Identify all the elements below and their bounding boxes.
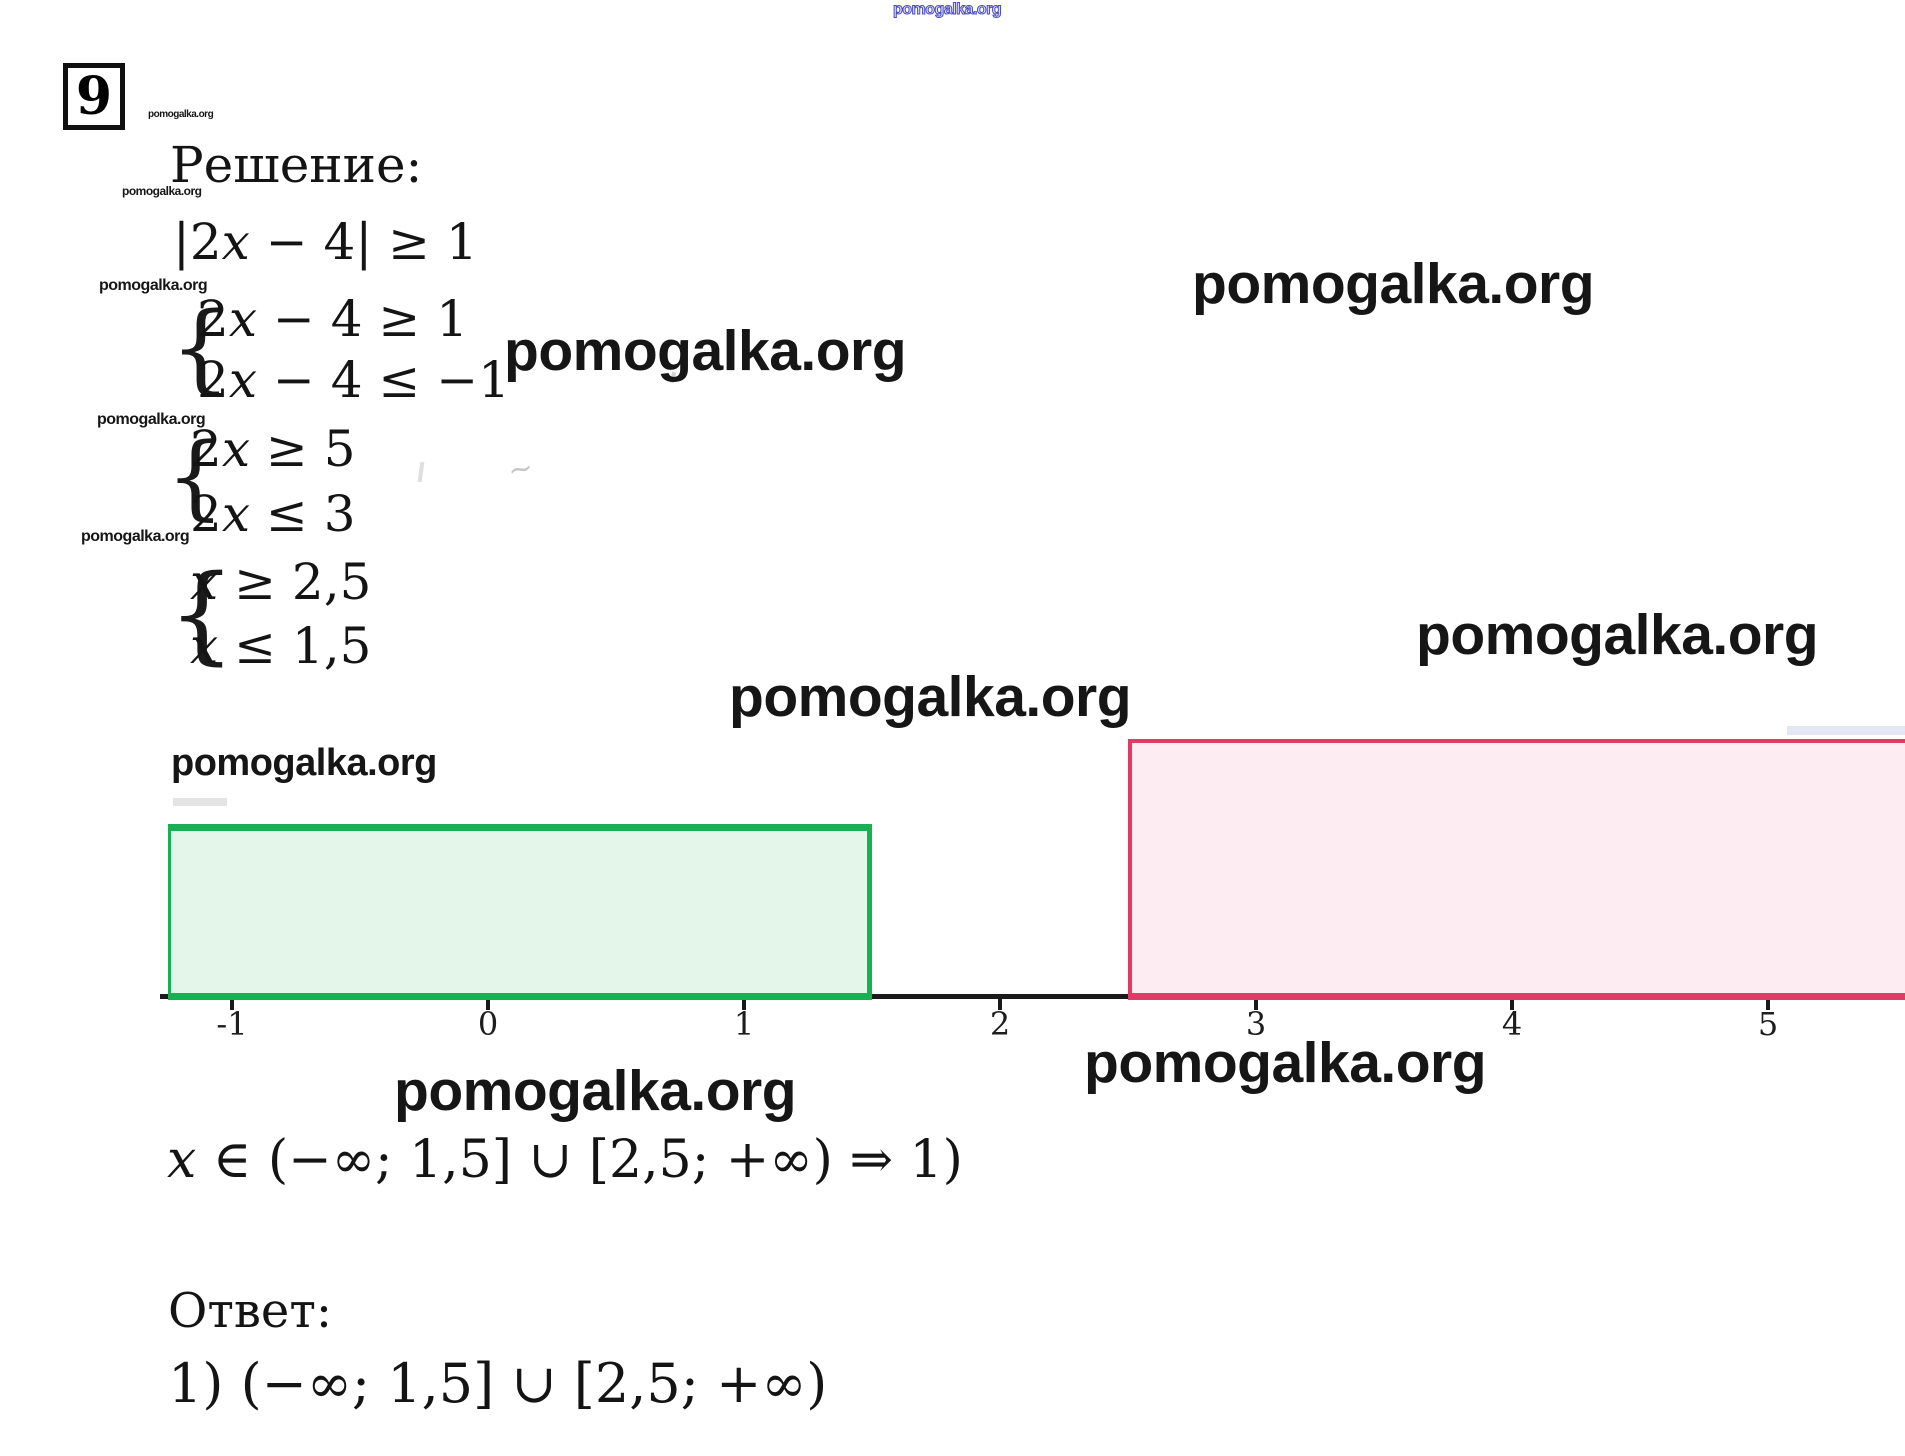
conclusion-line: x ∈ (−∞; 1,5] ∪ [2,5; +∞) ⇒ 1) <box>167 1130 963 1190</box>
axis-tick <box>230 994 234 1010</box>
solution-heading: Решение: <box>170 136 423 194</box>
axis-tick <box>1766 994 1770 1010</box>
equation-absolute-value: |2x − 4| ≥ 1 <box>173 213 478 271</box>
axis-tick-label: 0 <box>477 1005 499 1043</box>
problem-number-box: 9 <box>63 63 125 130</box>
watermark: pomogalka.org <box>892 1 1002 18</box>
scan-artifact: ~ <box>504 449 537 490</box>
axis-tick <box>742 994 746 1010</box>
axis-tick <box>998 994 1002 1010</box>
axis-tick-label: -1 <box>216 1005 248 1043</box>
system1-row2: 2x − 4 ≤ −1 <box>197 351 510 409</box>
watermark: pomogalka.org <box>171 742 437 784</box>
axis-tick <box>1510 994 1514 1010</box>
system2-row2: 2x ≤ 3 <box>190 485 356 543</box>
answer-heading: Ответ: <box>168 1283 333 1339</box>
axis-tick <box>1254 994 1258 1010</box>
axis-tick <box>486 994 490 1010</box>
watermark: pomogalka.org <box>1416 603 1819 667</box>
solution-interval-region <box>168 824 872 1000</box>
number-line-axis <box>160 994 1905 999</box>
system1-brace: { <box>170 292 232 404</box>
watermark: pomogalka.org <box>1192 252 1595 316</box>
system1-row1: 2x − 4 ≥ 1 <box>197 290 469 348</box>
system2-brace: { <box>166 423 225 530</box>
axis-tick-label: 1 <box>733 1005 755 1043</box>
watermark: pomogalka.org <box>99 277 208 294</box>
axis-tick-label: 3 <box>1245 1005 1267 1043</box>
watermark: pomogalka.org <box>729 665 1132 729</box>
system2-row1: 2x ≥ 5 <box>190 420 356 478</box>
scan-artifact <box>417 461 425 483</box>
watermark: pomogalka.org <box>504 319 907 383</box>
watermark: pomogalka.org <box>148 109 214 120</box>
watermark: pomogalka.org <box>81 528 190 545</box>
scan-artifact <box>1787 726 1905 735</box>
watermark: pomogalka.org <box>1084 1031 1487 1095</box>
scan-artifact <box>173 798 227 806</box>
answer-line: 1) (−∞; 1,5] ∪ [2,5; +∞) <box>168 1352 828 1415</box>
problem-number: 9 <box>75 66 113 127</box>
system3-brace: { <box>168 552 236 675</box>
axis-tick-label: 2 <box>989 1005 1011 1043</box>
system3-row1: x ≥ 2,5 <box>190 553 372 611</box>
watermark: pomogalka.org <box>394 1059 797 1123</box>
axis-tick-label: 5 <box>1757 1005 1779 1043</box>
watermark: pomogalka.org <box>97 411 206 428</box>
axis-tick-label: 4 <box>1501 1005 1523 1043</box>
solution-interval-region <box>1128 739 1905 1000</box>
watermark: pomogalka.org <box>122 184 202 198</box>
system3-row2: x ≤ 1,5 <box>190 617 372 675</box>
